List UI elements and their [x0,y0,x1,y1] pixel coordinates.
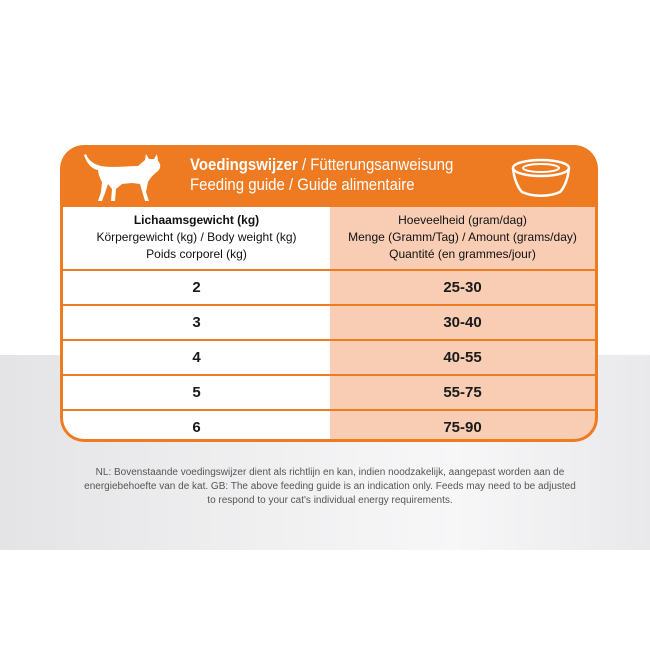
table-row: 2 25-30 [63,269,595,304]
feeding-disclaimer: NL: Bovenstaande voedingswijzer dient al… [84,467,576,506]
weight-cell: 5 [192,384,201,401]
amount-header-nl: Hoeveelheid (gram/dag) [398,213,527,227]
weight-cell: 6 [192,419,201,436]
title-de: / Fütterungsanweisung [297,155,454,174]
amount-cell: 55-75 [443,384,482,401]
amount-header-de-gb: Menge (Gramm/Tag) / Amount (grams/day) [348,230,577,244]
amount-cell: 75-90 [443,419,482,436]
table-row: 4 40-55 [63,339,595,374]
weight-cell: 3 [192,314,201,331]
weight-header-fr: Poids corporel (kg) [146,247,247,261]
feeding-guide-header: Voedingswijzer / Fütterungsanweisung Fee… [60,145,598,207]
amount-cell: 30-40 [443,314,482,331]
amount-header-fr: Quantité (en grammes/jour) [389,247,536,261]
table-row: 6 75-90 [63,409,595,442]
weight-cell: 2 [192,279,201,296]
feeding-table: Lichaamsgewicht (kg) Körpergewicht (kg) … [63,207,595,439]
table-row: 5 55-75 [63,374,595,409]
cat-icon [84,154,161,201]
weight-header-de-gb: Körpergewicht (kg) / Body weight (kg) [96,230,297,244]
weight-column-header: Lichaamsgewicht (kg) Körpergewicht (kg) … [63,212,330,263]
bowl-icon [511,158,571,197]
amount-cell: 40-55 [443,349,482,366]
title-nl: Voedingswijzer [190,155,298,174]
feeding-guide-card: Voedingswijzer / Fütterungsanweisung Fee… [60,145,598,442]
amount-column-background [330,207,595,439]
table-row: 3 30-40 [63,304,595,339]
amount-cell: 25-30 [443,279,482,296]
weight-cell: 4 [192,349,201,366]
guide-title: Voedingswijzer / Fütterungsanweisung Fee… [190,155,453,195]
amount-column-header: Hoeveelheid (gram/dag) Menge (Gramm/Tag)… [330,212,595,263]
guide-subtitle: Feeding guide / Guide alimentaire [190,175,415,194]
weight-header-nl: Lichaamsgewicht (kg) [133,213,260,227]
